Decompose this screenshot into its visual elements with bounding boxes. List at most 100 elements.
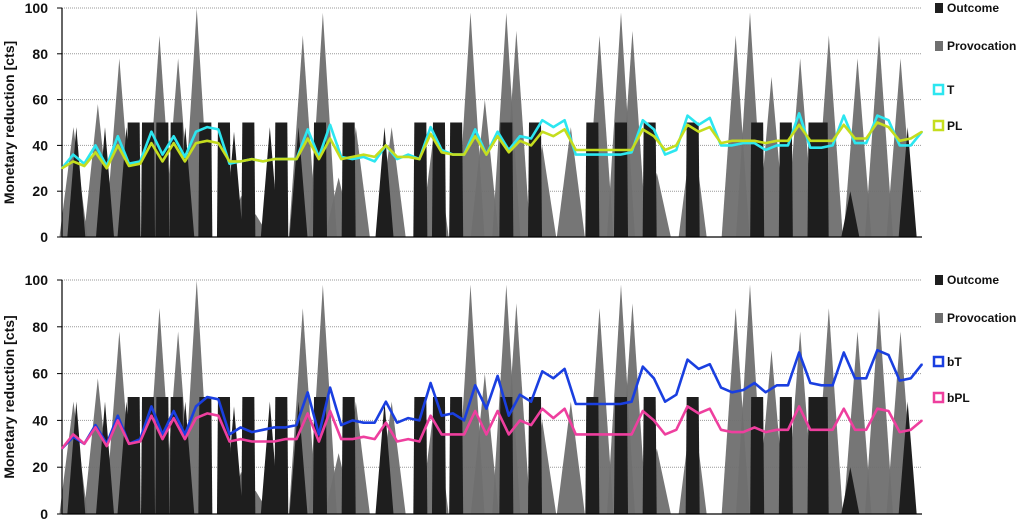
series-point-bPL [619,433,622,436]
series-point-bPL [172,417,175,419]
series-point-bPL [295,438,298,440]
series-point-bPL [776,429,778,431]
series-point-PL [195,142,197,144]
series-point-bT [586,403,588,405]
series-point-bPL [809,429,812,431]
series-point-PL [608,149,611,151]
series-point-bPL [865,429,867,431]
series-point-PL [72,160,74,163]
series-point-bT [150,405,153,408]
series-point-PL [128,165,130,167]
series-point-bPL [731,431,733,433]
series-point-bT [251,431,253,433]
outcome-spike [685,122,700,237]
series-point-bPL [251,440,253,443]
series-point-PL [206,140,208,142]
series-point-bPL [496,410,499,412]
series-point-T [519,135,521,137]
series-point-bPL [686,405,689,408]
provocation-spike [556,127,585,237]
series-point-bPL [206,412,208,415]
series-point-PL [787,140,789,142]
series-point-bPL [653,419,655,422]
series-point-bPL [385,421,387,424]
series-point-bT [575,403,577,405]
series-point-bPL [72,433,74,436]
outcome-spike [155,397,170,514]
series-point-bPL [575,433,577,436]
series-point-bT [217,398,220,401]
series-point-bT [798,351,800,354]
series-point-bPL [921,419,923,422]
series-point-PL [798,124,800,126]
series-point-bT [898,379,901,382]
series-point-bPL [586,433,588,436]
outcome-spike [814,397,829,514]
series-point-PL [586,149,588,151]
outcome-spike [750,122,765,237]
legend-label: Outcome [947,273,999,287]
series-point-bT [373,421,376,424]
series-point-PL [575,149,577,151]
series-point-PL [61,167,63,170]
series-point-PL [239,160,242,163]
series-point-bT [731,391,733,394]
series-point-bPL [820,429,823,431]
series-point-PL [105,167,108,170]
outcome-spike [67,127,86,237]
series-point-PL [429,133,432,135]
series-point-bPL [452,433,454,436]
series-point-PL [642,128,644,131]
legend-outcome-swatch [935,3,943,13]
series-point-T [887,119,890,121]
outcome-spike [341,122,356,237]
outcome-spike [585,122,600,237]
series-point-bT [318,433,320,436]
series-point-PL [887,126,890,128]
series-point-bT [530,400,532,403]
outcome-spike [841,467,860,514]
series-point-bPL [429,414,432,417]
series-point-bT [496,375,499,377]
outcome-spike [841,191,860,237]
series-point-bT [474,384,477,387]
y-tick-label: 40 [32,137,48,153]
series-point-PL [563,128,566,131]
legend-line-swatch-bT [932,355,945,368]
series-point-bT [161,433,164,436]
series-point-bPL [228,440,231,443]
series-point-T [597,153,599,156]
outcome-spike [176,127,195,237]
series-point-PL [150,142,153,144]
series-point-PL [630,149,633,151]
series-point-bT [362,421,365,424]
outcome-spike [642,122,657,237]
series-point-bPL [239,438,242,440]
series-point-PL [742,140,745,142]
series-point-bT [854,377,856,380]
series-point-bPL [373,438,376,440]
series-point-T [809,146,812,149]
series-point-PL [865,137,867,140]
chart-panel-bottom: 0 20 40 60 80 100 Monetary reduction [cts] Outc… [1,272,1016,519]
series-point-PL [653,135,655,137]
outcome-spike [642,397,657,514]
outcome-spike [449,397,464,514]
series-point-bPL [117,419,119,422]
series-point-T [831,144,834,147]
provocation-spike [470,373,499,514]
series-point-bT [184,433,186,436]
series-point-bPL [306,412,309,415]
series-point-PL [898,140,901,142]
series-point-bT [697,368,700,370]
series-point-PL [407,156,410,158]
outcome-spike [585,397,600,514]
series-point-PL [508,151,510,154]
series-point-bT [776,384,778,387]
series-point-PL [418,158,421,160]
series-point-T [72,153,74,156]
series-point-bPL [139,440,141,443]
series-point-bPL [843,407,845,410]
outcome-spike [176,401,195,514]
series-point-PL [675,144,678,147]
